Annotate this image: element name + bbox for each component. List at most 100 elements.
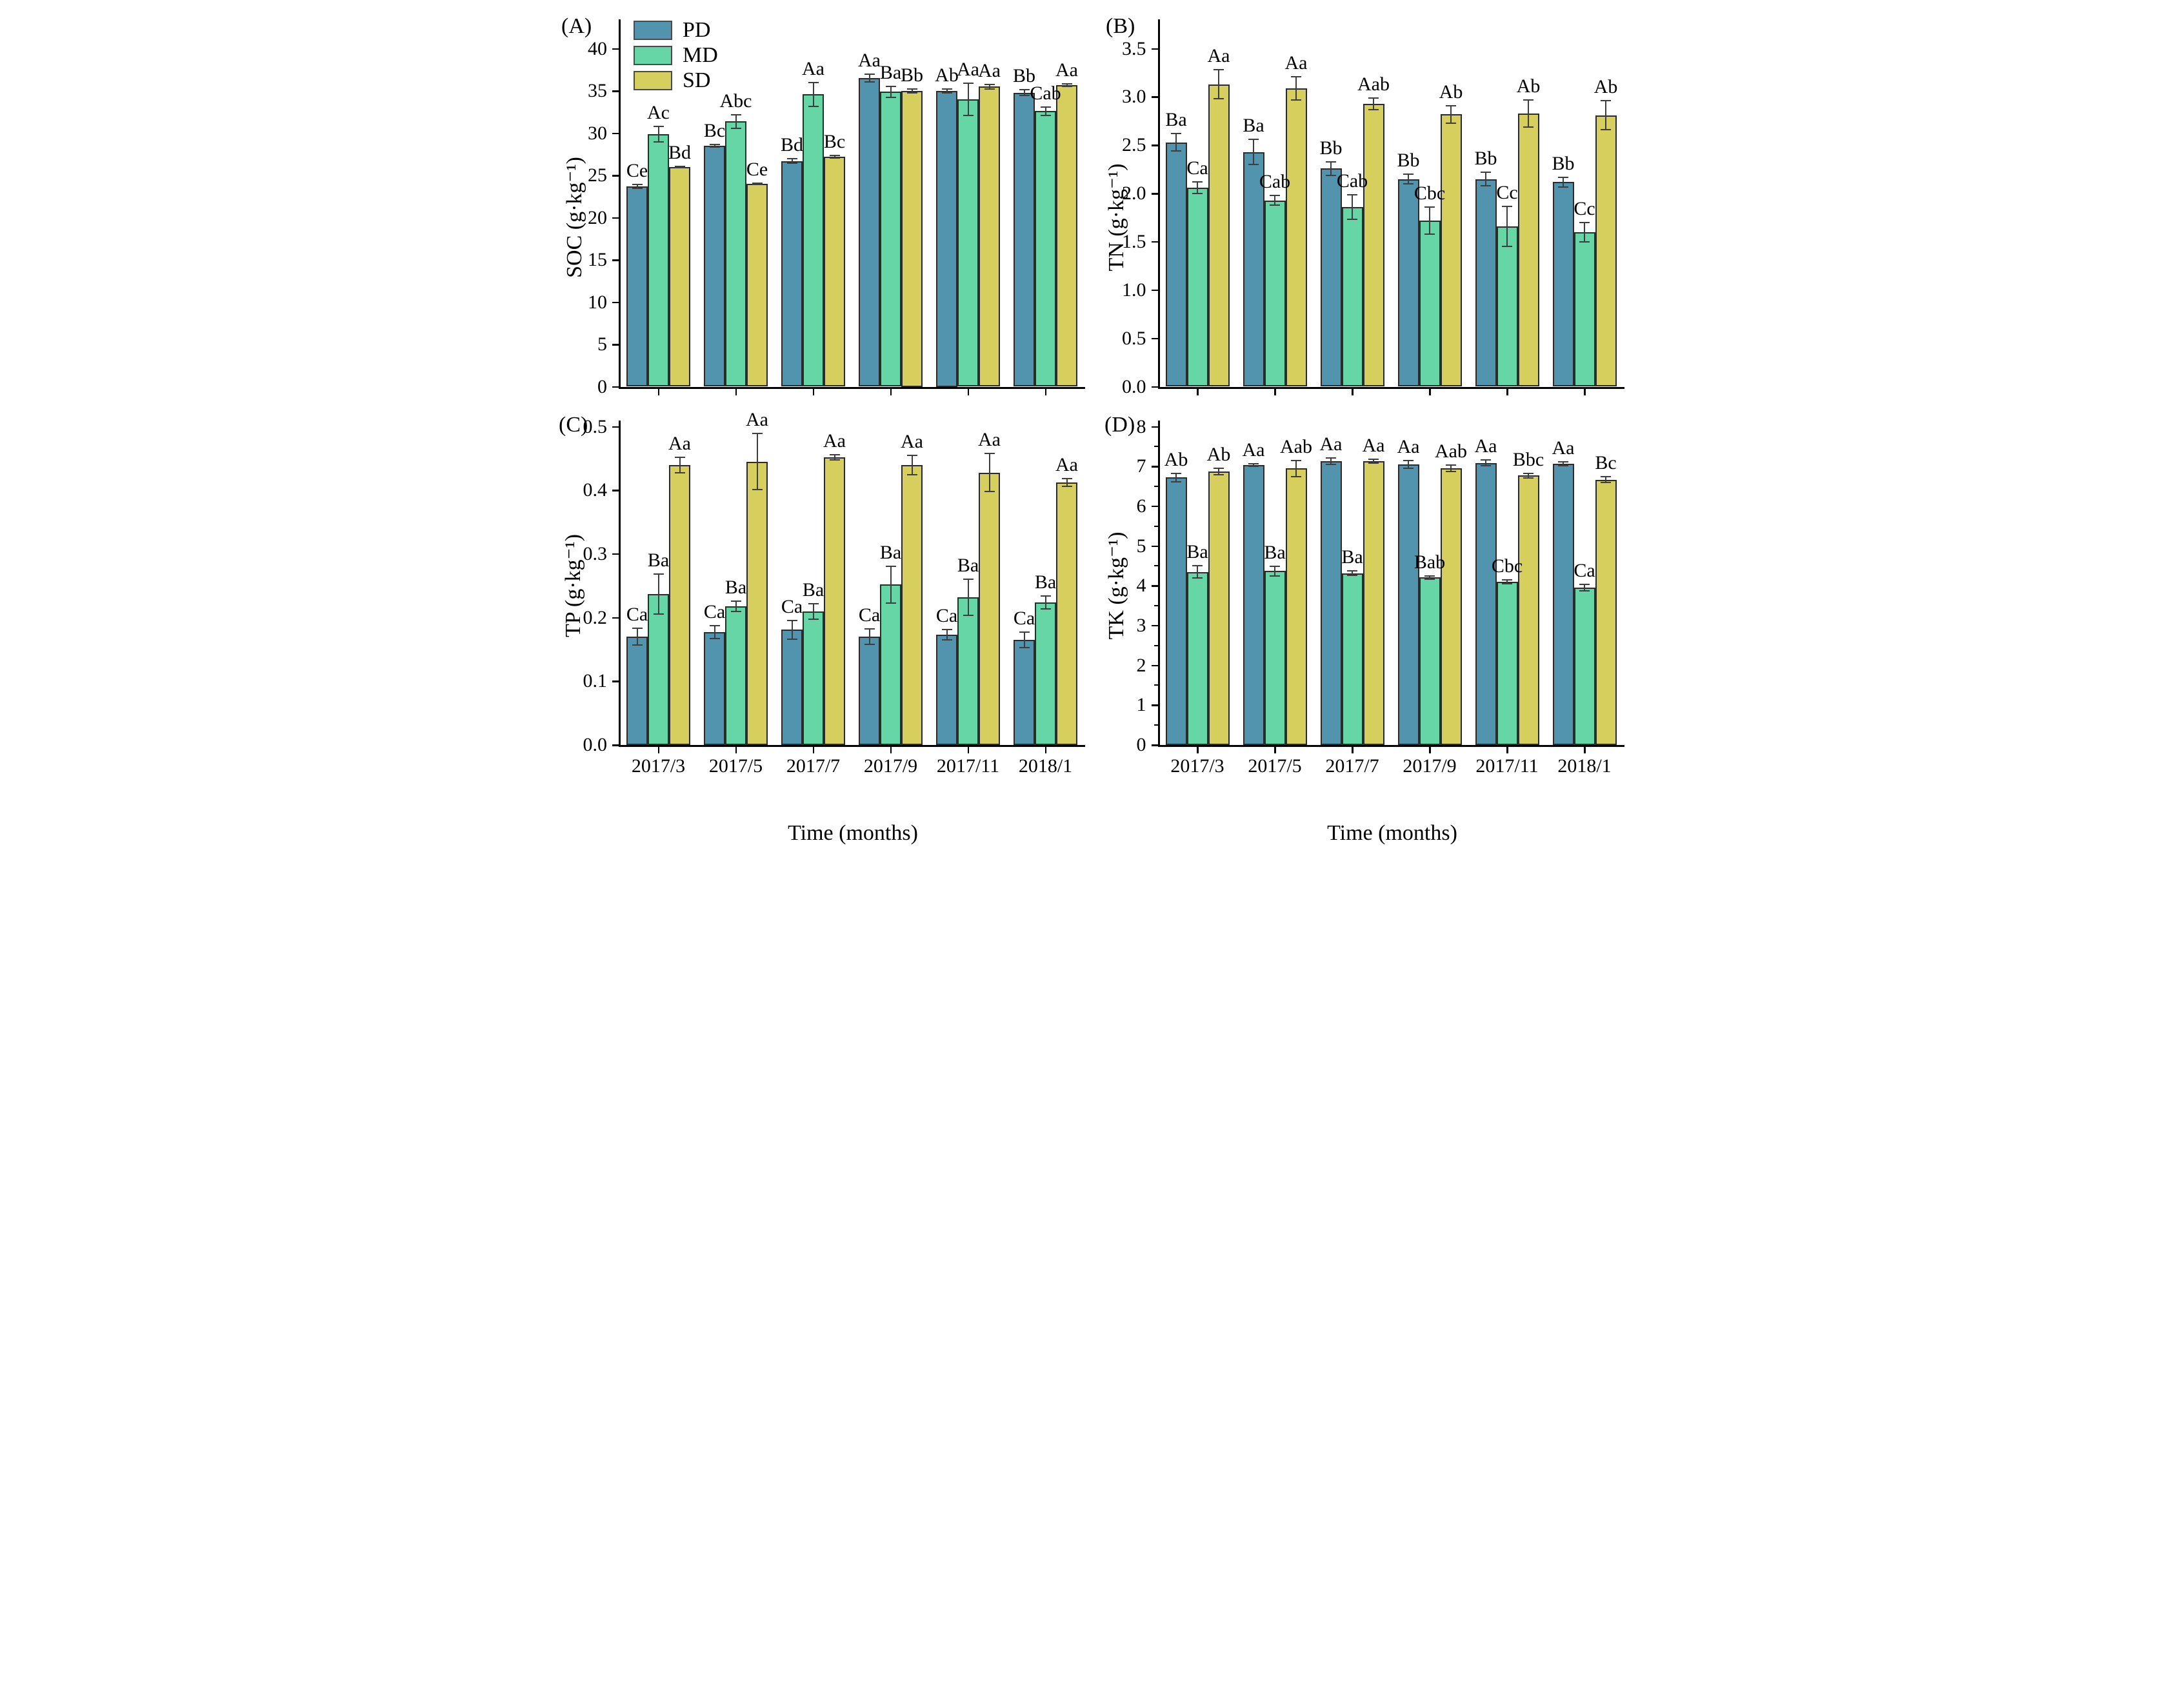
error-bar-cap-top xyxy=(1601,100,1611,102)
bar xyxy=(880,92,901,387)
error-bar-cap-bottom xyxy=(1326,464,1336,466)
bar xyxy=(901,464,923,745)
x-tick-mark xyxy=(735,388,737,395)
y-tick-label: 25 xyxy=(588,164,607,186)
error-bar-cap-top xyxy=(1558,461,1568,462)
error-bar-cap-bottom xyxy=(1523,477,1534,479)
legend: PD MD SD xyxy=(634,19,718,95)
error-bar-line xyxy=(988,453,990,492)
error-bar-line xyxy=(714,144,715,148)
significance-letter: Ac xyxy=(647,102,670,124)
error-bar-cap-top xyxy=(653,573,664,575)
y-tick-mark xyxy=(612,490,619,492)
error-bar-line xyxy=(1197,182,1198,194)
bar xyxy=(1475,179,1497,387)
error-bar-cap-top xyxy=(1446,464,1456,466)
error-bar-cap-bottom xyxy=(1171,150,1181,152)
error-bar-cap-bottom xyxy=(1502,246,1512,248)
error-bar-cap-bottom xyxy=(1248,466,1259,468)
significance-letter: Aa xyxy=(1319,433,1343,455)
x-tick-label: 2017/3 xyxy=(631,755,686,777)
y-tick-mark xyxy=(1151,545,1158,548)
error-bar-line xyxy=(1352,194,1353,220)
x-tick-mark xyxy=(967,388,969,395)
significance-letter: Ab xyxy=(1594,76,1618,98)
error-bar-line xyxy=(834,454,835,460)
error-bar-cap-top xyxy=(1291,75,1301,77)
error-bar-cap-bottom xyxy=(864,644,875,646)
error-bar-cap-bottom xyxy=(786,163,797,164)
y-tick-mark xyxy=(1151,624,1158,627)
error-bar-line xyxy=(1429,207,1430,234)
y-tick-label: 0.4 xyxy=(583,479,608,501)
x-tick-mark xyxy=(1352,747,1354,753)
significance-letter: Ca xyxy=(1013,608,1035,630)
error-bar-cap-bottom xyxy=(1558,186,1568,188)
error-bar-cap-top xyxy=(906,88,917,90)
bar xyxy=(1440,114,1462,387)
x-tick-mark xyxy=(1352,388,1354,395)
bar xyxy=(1014,92,1035,387)
error-bar-cap-bottom xyxy=(984,491,995,493)
error-bar-cap-top xyxy=(1502,579,1512,581)
y-tick-mark xyxy=(612,90,619,92)
bar xyxy=(1595,479,1617,745)
error-bar-cap-bottom xyxy=(963,614,974,616)
error-bar-cap-top xyxy=(941,88,952,90)
x-tick-label: 2017/11 xyxy=(1475,755,1539,777)
y-tick-mark xyxy=(1151,744,1158,746)
y-tick-label: 3.5 xyxy=(1122,37,1146,59)
significance-letter: Bb xyxy=(900,65,923,86)
significance-letter: Bc xyxy=(703,120,726,142)
significance-letter: Aa xyxy=(1474,435,1497,457)
x-tick-mark xyxy=(1429,747,1431,753)
significance-letter: Aa xyxy=(858,50,881,72)
y-minor-tick-mark xyxy=(1154,605,1158,607)
significance-letter: Ce xyxy=(626,160,648,182)
error-bar-cap-top xyxy=(1424,206,1435,208)
error-bar-line xyxy=(812,82,814,106)
error-bar-cap-bottom xyxy=(1214,98,1224,100)
x-tick-label: 2017/11 xyxy=(936,755,1000,777)
y-tick-mark xyxy=(612,426,619,428)
y-tick-label: 10 xyxy=(588,291,607,313)
y-tick-mark xyxy=(1151,704,1158,706)
legend-item-md: MD xyxy=(634,45,718,66)
error-bar-cap-bottom xyxy=(1523,126,1534,128)
panel-label-b: (B) xyxy=(1106,14,1135,38)
bar xyxy=(1440,468,1462,745)
error-bar-line xyxy=(1175,473,1177,482)
bar xyxy=(1320,168,1342,387)
significance-letter: Cc xyxy=(1574,197,1595,219)
y-tick-mark xyxy=(612,680,619,682)
error-bar-cap-bottom xyxy=(1270,575,1280,577)
x-tick-mark xyxy=(1044,747,1046,753)
error-bar-cap-top xyxy=(1523,99,1534,101)
y-minor-tick-mark xyxy=(1154,724,1158,726)
error-bar-cap-bottom xyxy=(1171,481,1181,482)
y-tick-label: 0.5 xyxy=(583,415,608,437)
bar xyxy=(1186,188,1208,387)
y-axis-line xyxy=(1157,420,1160,747)
x-tick-label: 2017/9 xyxy=(863,755,918,777)
y-tick-mark xyxy=(612,386,619,388)
legend-swatch-md xyxy=(634,46,672,65)
bar xyxy=(781,161,803,387)
significance-letter: Cc xyxy=(1496,181,1518,203)
error-bar-cap-top xyxy=(984,452,995,454)
error-bar-line xyxy=(1253,464,1254,467)
error-bar-line xyxy=(1605,101,1606,130)
error-bar-cap-bottom xyxy=(1040,114,1051,116)
bar xyxy=(1496,226,1518,387)
error-bar-line xyxy=(1584,584,1585,591)
significance-letter: Ba xyxy=(1264,542,1286,564)
y-tick-mark xyxy=(1151,505,1158,508)
error-bar-line xyxy=(1584,222,1585,242)
y-tick-label: 3 xyxy=(1136,614,1146,636)
significance-letter: Bb xyxy=(1474,148,1497,170)
bar xyxy=(859,78,880,387)
error-bar-cap-top xyxy=(1248,463,1259,465)
bar xyxy=(1496,582,1518,745)
error-bar-line xyxy=(1429,575,1430,579)
error-bar-line xyxy=(911,89,913,93)
